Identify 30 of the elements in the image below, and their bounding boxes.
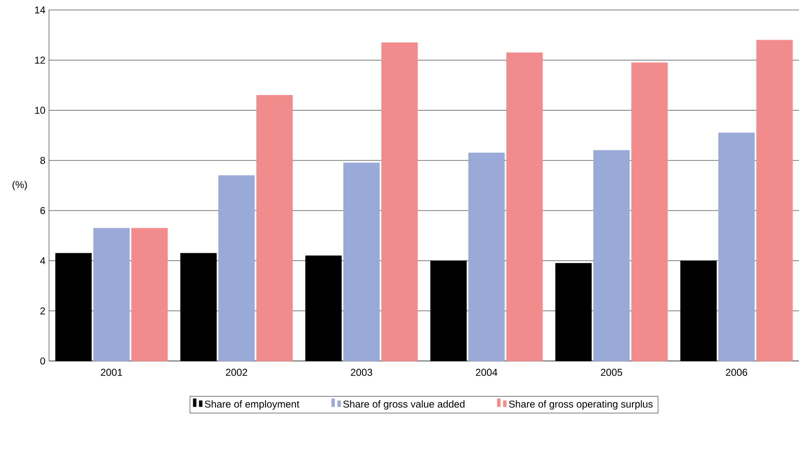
- bar: [381, 42, 418, 362]
- bar: [343, 162, 380, 362]
- bar: [593, 150, 630, 362]
- bar: [506, 52, 543, 362]
- y-tick-label: 6: [40, 207, 46, 214]
- x-tick-label: 2005: [600, 368, 622, 376]
- legend-label: Share of gross value added: [343, 400, 464, 410]
- legend-label: Share of gross operating surplus: [508, 400, 653, 410]
- bar: [218, 175, 255, 362]
- legend-label: Share of employment: [204, 400, 300, 410]
- y-tick-label: 12: [35, 56, 45, 64]
- x-tick-label: 2001: [100, 368, 122, 376]
- bar: [468, 152, 505, 362]
- y-tick-label: 10: [35, 106, 46, 114]
- x-tick-label: 2006: [726, 368, 748, 376]
- bar: [93, 228, 130, 362]
- y-tick-label: 4: [40, 257, 46, 264]
- y-axis-title: (%): [12, 180, 27, 190]
- y-tick-label: 2: [40, 307, 45, 314]
- bar: [631, 62, 668, 362]
- bar: [756, 40, 793, 362]
- y-tick-label: 0: [40, 357, 46, 365]
- bar: [131, 228, 168, 362]
- bar: [256, 95, 293, 362]
- x-tick-label: 2003: [350, 368, 372, 376]
- x-tick-label: 2004: [476, 368, 498, 376]
- y-tick-label: 8: [40, 156, 46, 164]
- x-tick-label: 2002: [226, 368, 248, 376]
- bar: [718, 132, 755, 362]
- y-tick-label: 14: [35, 6, 46, 14]
